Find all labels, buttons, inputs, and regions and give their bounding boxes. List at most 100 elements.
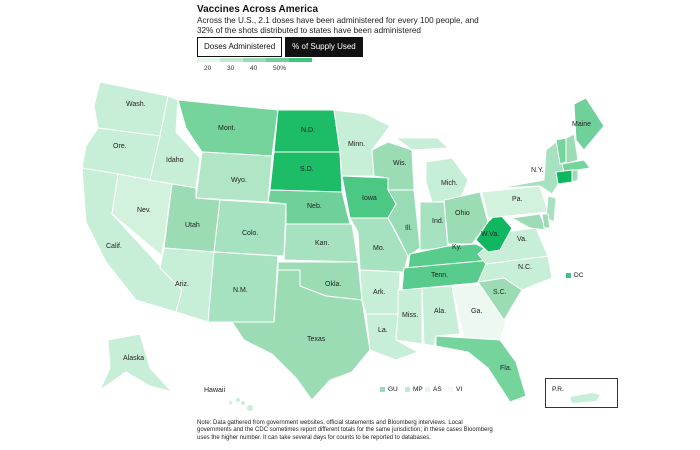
color-legend: 20 30 40 50% — [197, 58, 327, 72]
footnote: Note: Data gathered from government webs… — [197, 420, 493, 441]
hawaii-island — [247, 405, 253, 411]
state-mi-up[interactable] — [394, 137, 450, 151]
state-md[interactable] — [510, 213, 547, 231]
label-nv: Nev. — [137, 207, 151, 214]
label-ne: Neb. — [307, 203, 322, 210]
pr-label: P.R. — [552, 386, 564, 393]
state-wv[interactable] — [475, 211, 513, 253]
label-mt: Mont. — [218, 125, 236, 132]
label-il: Ill. — [405, 225, 412, 232]
territory-swatch — [448, 387, 453, 392]
tab-doses-administered[interactable]: Doses Administered — [197, 37, 283, 57]
label-ca: Calif. — [106, 243, 122, 250]
label-ky: Ky. — [452, 244, 462, 251]
label-ks: Kan. — [315, 240, 329, 247]
legend-tick: 20 — [204, 65, 212, 72]
state-in[interactable] — [419, 201, 449, 251]
label-in: Ind. — [432, 218, 444, 225]
territory-swatch — [380, 387, 385, 392]
label-fl: Fla. — [500, 365, 512, 372]
label-nm: N.M. — [233, 287, 248, 294]
dc-legend: DC — [566, 272, 583, 279]
territory-as[interactable]: AS — [425, 386, 442, 393]
label-sc: S.C. — [493, 289, 507, 296]
metric-tabs: Doses Administered % of Supply Used — [197, 37, 363, 57]
legend-scale — [197, 58, 327, 62]
territory-gu[interactable]: GU — [380, 386, 398, 393]
label-nd: N.D. — [301, 127, 315, 134]
label-sd: S.D. — [300, 166, 314, 173]
label-me: Maine — [572, 121, 591, 128]
label-ar: Ark. — [373, 289, 386, 296]
legend-swatch — [289, 58, 312, 62]
state-ri[interactable] — [571, 169, 579, 183]
label-ut: Utah — [185, 222, 200, 229]
label-al: Ala. — [434, 308, 446, 315]
state-fl[interactable] — [435, 335, 527, 403]
pr-shape — [570, 393, 600, 403]
territory-mp[interactable]: MP — [405, 386, 423, 393]
state-de[interactable] — [541, 213, 551, 229]
puerto-rico-inset[interactable]: P.R. — [545, 378, 618, 408]
label-wi: Wis. — [393, 160, 407, 167]
dc-swatch — [566, 273, 571, 278]
label-mi: Mich. — [441, 180, 458, 187]
state-id[interactable] — [149, 95, 201, 189]
legend-swatch — [197, 58, 220, 62]
hawaii-island — [241, 401, 245, 405]
legend-swatch — [266, 58, 289, 62]
territory-label: VI — [456, 386, 463, 393]
label-ia: Iowa — [362, 195, 377, 202]
label-la: La. — [378, 327, 388, 334]
state-ga[interactable] — [451, 283, 507, 341]
state-oh[interactable] — [443, 191, 489, 245]
label-va: Va. — [517, 236, 527, 243]
state-nh[interactable] — [565, 133, 579, 165]
legend-swatch — [220, 58, 243, 62]
label-tn: Tenn. — [431, 272, 448, 279]
label-co: Colo. — [242, 230, 258, 237]
label-ny: N.Y. — [531, 167, 544, 174]
territory-swatch — [405, 387, 410, 392]
tab-percent-supply-used[interactable]: % of Supply Used — [285, 37, 363, 57]
label-ok: Okla. — [325, 281, 341, 288]
state-ct[interactable] — [555, 169, 573, 185]
territory-label: MP — [413, 386, 423, 393]
label-hi: Hawaii — [204, 387, 225, 394]
territory-label: GU — [388, 386, 398, 393]
chart-title: Vaccines Across America — [197, 4, 319, 15]
chart-subtitle: Across the U.S., 2.1 doses have been adm… — [197, 16, 479, 35]
legend-tick: 30 — [227, 65, 235, 72]
territory-label: AS — [433, 386, 442, 393]
state-il[interactable] — [387, 189, 421, 257]
label-pa: Pa. — [512, 196, 523, 203]
label-ga: Ga. — [471, 308, 482, 315]
legend-tick: 40 — [250, 65, 258, 72]
dc-label: DC — [574, 272, 584, 279]
label-ms: Miss. — [402, 312, 418, 319]
label-az: Ariz. — [175, 281, 189, 288]
legend-ticks: 20 30 40 50% — [197, 62, 327, 72]
label-wa: Wash. — [126, 101, 146, 108]
legend-tick: 50% — [273, 65, 287, 72]
legend-swatch — [243, 58, 266, 62]
territory-swatch — [425, 387, 430, 392]
label-wv: W.Va. — [481, 231, 499, 238]
label-id: Idaho — [166, 157, 184, 164]
label-ak: Alaska — [123, 355, 144, 362]
territory-vi[interactable]: VI — [448, 386, 462, 393]
label-or: Ore. — [113, 143, 127, 150]
state-ma[interactable] — [561, 159, 591, 173]
label-mn: Minn. — [348, 141, 365, 148]
state-wa[interactable] — [93, 81, 169, 137]
label-mo: Mo. — [373, 245, 385, 252]
label-nc: N.C. — [518, 264, 532, 271]
state-me[interactable] — [573, 97, 605, 151]
label-wy: Wyo. — [231, 177, 247, 184]
state-hi[interactable] — [227, 399, 235, 407]
label-tx: Texas — [307, 336, 326, 343]
state-ak[interactable] — [98, 333, 174, 393]
state-tx[interactable] — [231, 269, 371, 401]
state-co[interactable] — [213, 199, 287, 257]
